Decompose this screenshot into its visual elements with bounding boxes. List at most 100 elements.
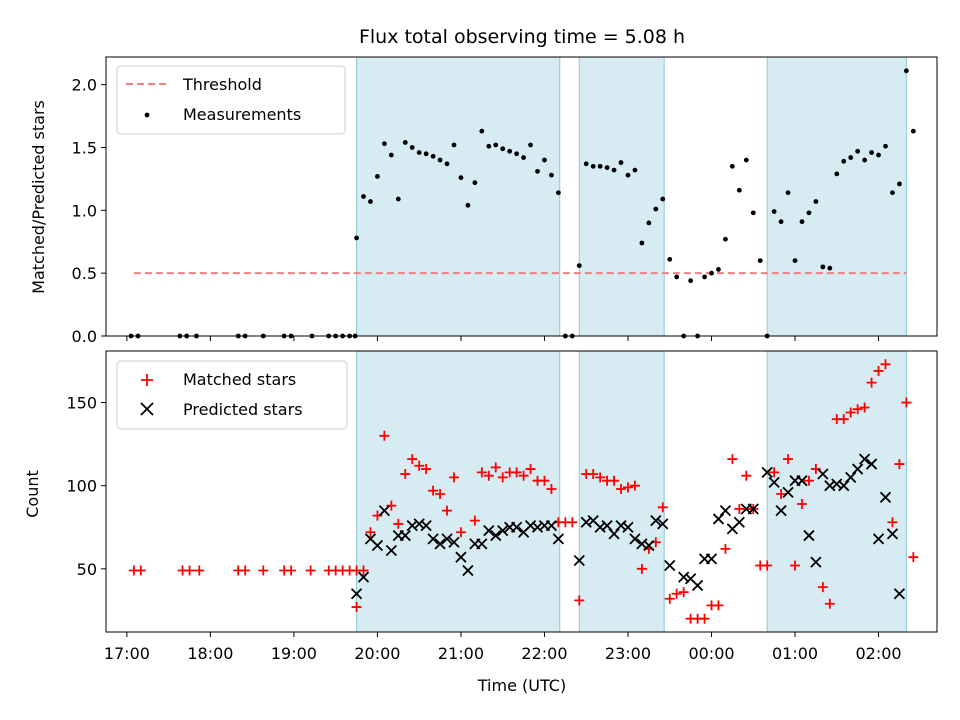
measurement-point [883, 143, 888, 149]
predicted-star-point [441, 533, 453, 545]
matched-star-point [622, 482, 633, 493]
predicted-star-point [879, 491, 892, 503]
measurement-point [820, 264, 826, 270]
matched-star-point [713, 600, 724, 611]
matched-star-point [845, 407, 856, 418]
measurement-point [423, 151, 429, 157]
matched-star-point [609, 475, 620, 486]
matched-star-point [448, 472, 459, 483]
predicted-star-point [545, 519, 558, 532]
y-tick-label: 0.5 [72, 264, 97, 283]
measurement-point [381, 141, 387, 147]
matched-star-point [678, 587, 689, 598]
measurement-point [660, 196, 666, 202]
measurement-point [458, 175, 464, 181]
measurement-point [451, 142, 457, 148]
predicted-star-point [413, 518, 425, 530]
predicted-star-point [573, 554, 585, 567]
x-tick-label: 20:00 [354, 644, 400, 663]
y-tick-label: 2.0 [72, 76, 97, 95]
legend-matched-swatch [141, 374, 153, 386]
matched-star-point [699, 613, 710, 624]
measurement-point [716, 266, 721, 272]
y-tick-label: 50 [77, 560, 97, 579]
predicted-star-point [524, 519, 537, 532]
matched-star-point [305, 565, 316, 576]
matched-star-point [525, 464, 536, 475]
measurement-point [841, 158, 847, 164]
matched-star-point [720, 543, 731, 554]
measurement-point [646, 220, 652, 226]
x-tick-label: 00:00 [688, 644, 734, 663]
predicted-star-point [796, 475, 808, 487]
predicted-star-point [378, 504, 391, 517]
matched-star-point [880, 359, 891, 370]
predicted-star-point [552, 533, 565, 545]
measurement-point [785, 190, 791, 196]
x-tick-label: 19:00 [271, 644, 317, 663]
matched-star-point [135, 565, 146, 576]
matched-star-point [790, 560, 801, 571]
measurement-point [625, 172, 631, 178]
measurement-point [674, 274, 680, 280]
measurement-point [618, 160, 624, 165]
matched-star-point [518, 470, 529, 481]
predicted-star-point [385, 544, 397, 557]
bottom-panel: 17:00 18:00 19:00 20:00 21:00 22:00 23:00 00:00… [66, 350, 938, 663]
matched-star-point [838, 414, 849, 425]
y-axis-label-ratio: Matched/Predicted stars [29, 100, 48, 294]
legend-measurement-swatch [144, 112, 150, 118]
measurement-point [590, 163, 596, 169]
matched-star-point [664, 593, 675, 604]
y-tick-label: 0.0 [72, 327, 97, 346]
measurement-point [855, 148, 861, 154]
predicted-star-point [434, 538, 446, 550]
measurement-point [507, 148, 513, 154]
predicted-star-point [657, 518, 669, 530]
observing-window-span [766, 56, 907, 337]
matched-star-point [762, 560, 773, 571]
predicted-star-point [824, 480, 836, 492]
measurement-point [792, 258, 798, 263]
measurement-point [528, 142, 533, 148]
measurement-point [897, 181, 902, 187]
matched-star-point [671, 588, 682, 599]
measurement-point [521, 155, 526, 160]
predicted-star-point [886, 528, 899, 540]
measurement-point [597, 163, 603, 169]
matched-star-point [567, 517, 578, 528]
predicted-star-point [691, 579, 704, 592]
measurement-point [402, 140, 408, 145]
predicted-star-point [490, 529, 502, 542]
predicted-star-point [712, 513, 725, 525]
predicted-star-point [357, 571, 370, 583]
measurement-point [542, 157, 547, 163]
matched-star-point [407, 454, 418, 465]
measurement-point [395, 196, 401, 202]
measurement-point [834, 171, 840, 177]
measurement-point [500, 146, 506, 152]
measurement-point [465, 202, 471, 208]
measurement-point [486, 143, 492, 149]
measurement-point [514, 151, 520, 157]
measurement-point [876, 152, 881, 158]
x-tick-label: 22:00 [521, 644, 567, 663]
matched-star-point [734, 503, 745, 514]
matched-star-point [803, 475, 814, 486]
predicted-star-point [893, 588, 906, 600]
y-tick-label: 150 [66, 394, 97, 413]
legend-measurements-label: Measurements [183, 105, 301, 124]
y-tick-label: 1.0 [72, 201, 97, 220]
predicted-star-point [636, 538, 648, 550]
measurement-point [368, 199, 373, 204]
measurement-point [416, 150, 422, 155]
measurement-point [430, 153, 436, 159]
legend-threshold-label: Threshold [182, 75, 262, 94]
predicted-star-point [705, 553, 718, 565]
matched-star-point [393, 518, 404, 529]
predicted-star-point [768, 476, 780, 488]
legend-predicted-label: Predicted stars [183, 400, 303, 419]
measurement-point [709, 270, 714, 276]
matched-star-point [908, 552, 919, 563]
matched-star-point [365, 527, 376, 538]
